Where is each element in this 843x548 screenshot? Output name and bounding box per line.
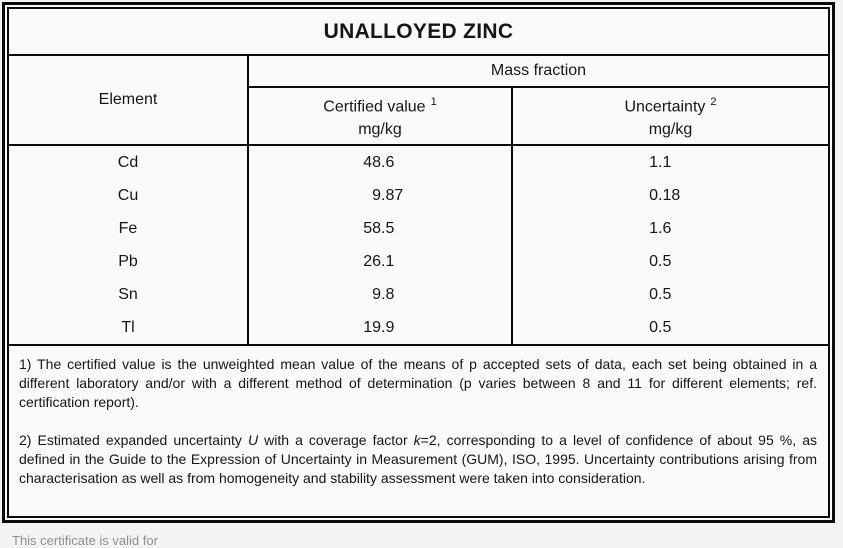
uncertainty-label: Uncertainty (624, 98, 706, 116)
certified-value-cell: 58.5 (249, 212, 513, 245)
uncertainty-unit: mg/kg (648, 120, 693, 138)
certified-value-label-line: Certified value 1 (323, 91, 436, 118)
certified-value-cell: 48.6 (249, 146, 513, 179)
column-header-certified-value: Certified value 1 mg/kg (249, 88, 513, 144)
footnote-ref-2: 2 (710, 96, 717, 109)
uncertainty-cell: 0.5 (649, 318, 672, 336)
page-title: UNALLOYED ZINC (9, 9, 828, 56)
uncertainty-cell: 0.5 (649, 252, 672, 270)
column-header-uncertainty: Uncertainty 2 mg/kg (513, 88, 828, 144)
uncertainty-cell: 1.6 (649, 219, 672, 237)
element-cell: Fe (9, 212, 249, 245)
column-header-element: Element (9, 56, 249, 144)
uncertainty-cell: 1.1 (649, 153, 672, 171)
certificate-table: UNALLOYED ZINC Element Mass fraction Cer… (2, 2, 835, 523)
certificate-table-inner: UNALLOYED ZINC Element Mass fraction Cer… (7, 7, 830, 518)
footnote-1: 1) The certified value is the unweighted… (19, 356, 817, 410)
footnote-ref-1: 1 (430, 96, 437, 109)
element-cell: Sn (9, 278, 249, 311)
certified-value-cell: 26.1 (249, 245, 513, 278)
certified-value-cell: 9.8 (249, 278, 513, 311)
footnote-2: 2) Estimated expanded uncertainty U with… (19, 432, 817, 486)
certified-value-cell: 19.9 (249, 311, 513, 344)
table-header: Element Mass fraction Certified value 1 m… (9, 56, 828, 146)
column-group-header-mass-fraction: Mass fraction (249, 56, 828, 88)
uncertainty-cell: 0.18 (649, 186, 681, 204)
element-cell: Pb (9, 245, 249, 278)
element-cell: Cd (9, 146, 249, 179)
uncertainty-cell: 0.5 (649, 285, 672, 303)
certified-value-cell: 9.87 (249, 179, 513, 212)
table-body: Cd 48.6 1.1 Cu 9.87 0.18 Fe 58.5 1.6 Pb … (9, 146, 828, 346)
element-cell: Tl (9, 311, 249, 344)
footnotes-section: 1) The certified value is the unweighted… (9, 346, 828, 516)
certified-value-label: Certified value (323, 98, 426, 116)
certified-value-unit: mg/kg (358, 120, 402, 138)
uncertainty-label-line: Uncertainty 2 (624, 91, 716, 118)
element-cell: Cu (9, 179, 249, 212)
